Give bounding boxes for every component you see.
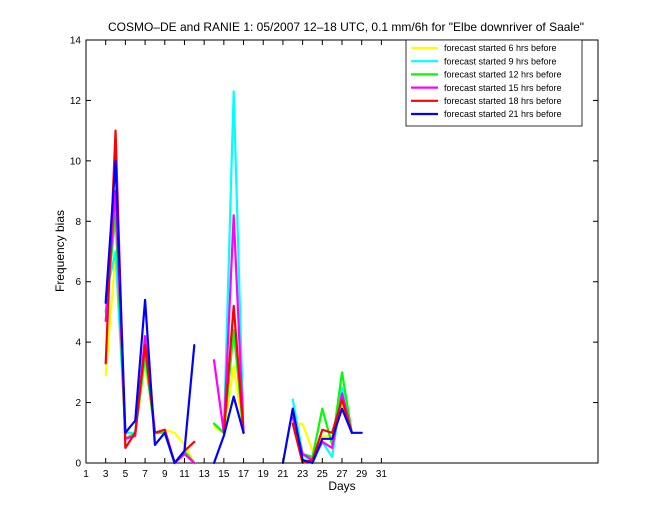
x-tick-label: 5 (123, 469, 129, 480)
chart-title: COSMO–DE and RANIE 1: 05/2007 12–18 UTC,… (108, 20, 584, 34)
series-line (281, 407, 363, 465)
y-tick-label: 4 (75, 338, 81, 349)
series-line (291, 392, 353, 462)
x-tick-label: 17 (238, 469, 250, 480)
x-tick-label: 19 (258, 469, 270, 480)
x-tick-label: 27 (336, 469, 348, 480)
x-axis-label: Days (328, 479, 355, 493)
series-line (212, 365, 245, 434)
legend: forecast started 6 hrs before forecast st… (405, 39, 583, 127)
y-axis-label: Frequency bias (53, 210, 67, 292)
legend-label: forecast started 15 hrs before (444, 83, 562, 93)
y-tick-label: 12 (70, 96, 82, 107)
x-tick-label: 11 (179, 469, 190, 480)
series-line (222, 304, 245, 434)
x-tick-label: 15 (218, 469, 230, 480)
legend-label: forecast started 9 hrs before (444, 56, 557, 66)
series-line (212, 214, 245, 434)
x-tick-label: 7 (142, 469, 148, 480)
series-6 (104, 159, 363, 465)
legend-label: forecast started 18 hrs before (444, 96, 562, 106)
x-tick-label: 3 (103, 469, 109, 480)
x-tick-label: 13 (199, 469, 211, 480)
y-tick-label: 10 (70, 156, 82, 167)
x-axis: 1 3 5 7 9 11 13 15 17 19 21 23 25 27 29 31 (83, 40, 387, 480)
legend-label: forecast started 6 hrs before (444, 43, 557, 53)
legend-label: forecast started 12 hrs before (444, 70, 562, 80)
x-tick-label: 29 (356, 469, 368, 480)
y-tick-label: 14 (70, 36, 82, 47)
series-line (104, 159, 196, 465)
series-line (291, 404, 353, 453)
legend-label: forecast started 21 hrs before (444, 109, 562, 119)
legend-box (405, 39, 583, 127)
x-tick-label: 23 (297, 469, 309, 480)
x-tick-label: 21 (277, 469, 289, 480)
x-tick-label: 9 (162, 469, 168, 480)
series-line (212, 395, 245, 465)
y-axis: 0 2 4 6 8 10 12 14 (70, 36, 598, 470)
y-tick-label: 8 (75, 217, 81, 228)
x-tick-label: 25 (317, 469, 329, 480)
x-tick-label: 1 (83, 469, 89, 480)
y-tick-label: 6 (75, 277, 81, 288)
y-tick-label: 2 (75, 398, 81, 409)
y-tick-label: 0 (75, 459, 81, 470)
series-layer (104, 90, 363, 465)
x-tick-label: 31 (376, 469, 388, 480)
